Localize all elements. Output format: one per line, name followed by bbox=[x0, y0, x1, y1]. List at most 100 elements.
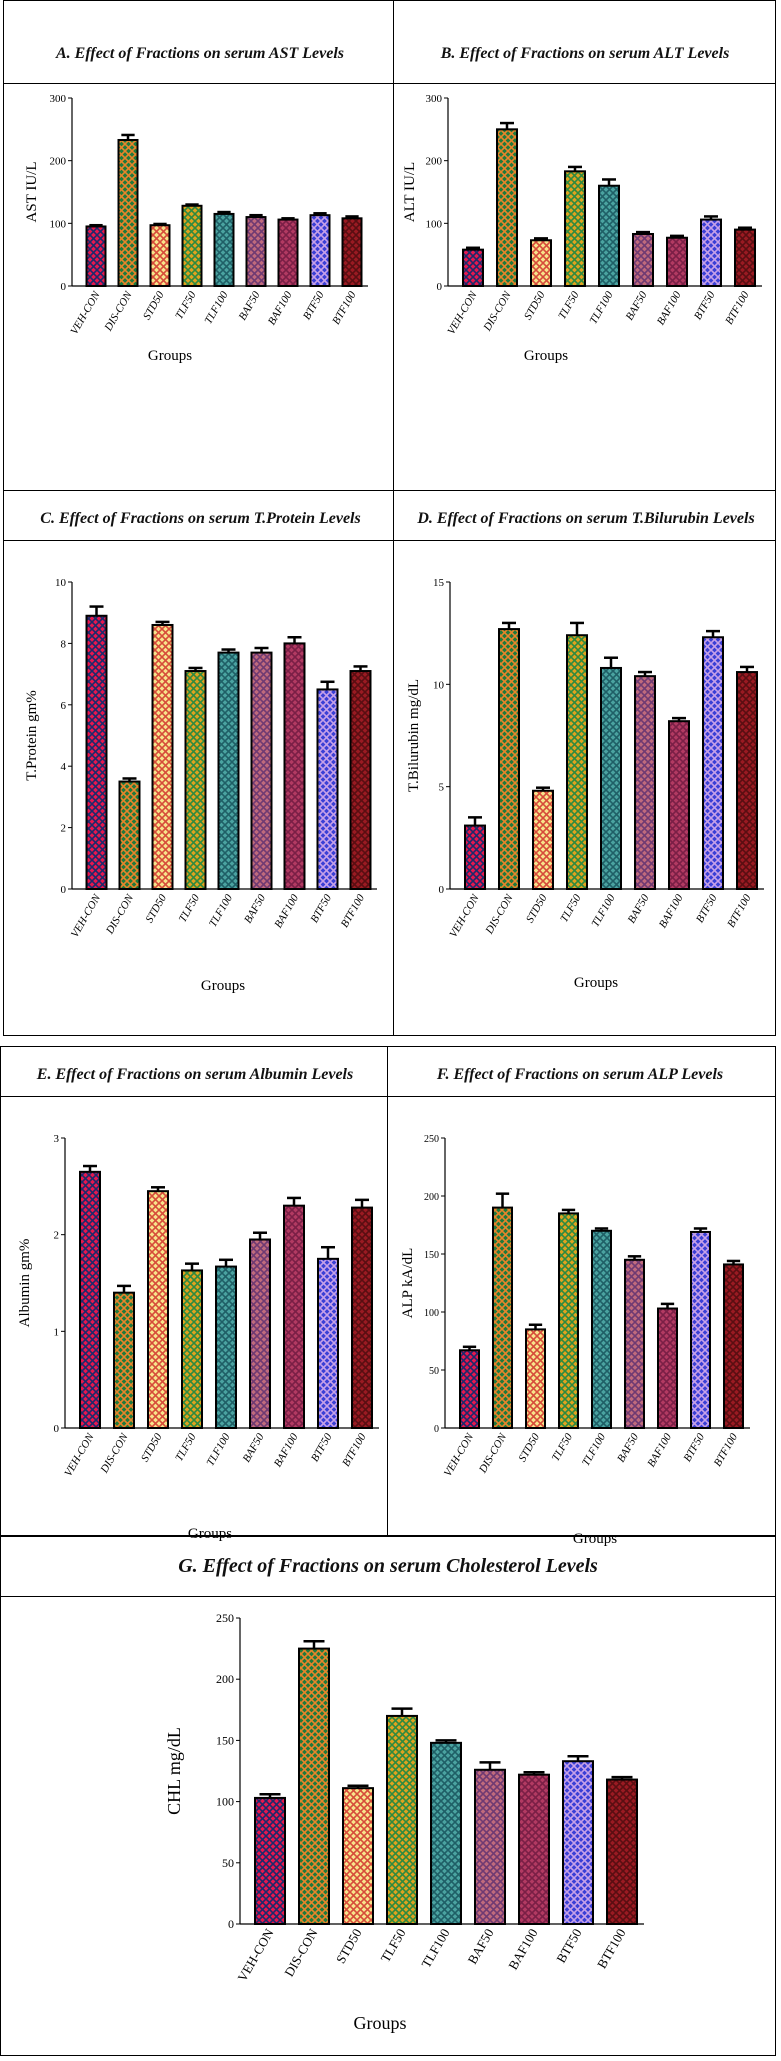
x-tick-label: BTF100 bbox=[712, 1431, 741, 1469]
x-tick-label: BTF50 bbox=[308, 892, 334, 925]
y-tick-label: 200 bbox=[426, 156, 443, 168]
bar-baf50 bbox=[624, 1258, 645, 1429]
bar-dis-con bbox=[117, 138, 139, 288]
x-tick-label: VEH-CON bbox=[234, 1925, 277, 1984]
y-axis-label: ALT IU/L bbox=[402, 162, 418, 222]
bar-std50 bbox=[147, 1190, 169, 1429]
bar-baf100 bbox=[277, 218, 299, 287]
bar-veh-con bbox=[79, 1170, 101, 1429]
x-tick-label: VEH-CON bbox=[447, 892, 482, 940]
chart-title-e: E. Effect of Fractions on serum Albumin … bbox=[36, 1066, 354, 1083]
y-tick-label: 10 bbox=[433, 679, 445, 691]
x-tick-label: VEH-CON bbox=[69, 892, 104, 940]
y-axis-label: Albumin gm% bbox=[17, 1239, 33, 1328]
title-divider-g bbox=[0, 1596, 776, 1597]
bar-baf100 bbox=[668, 720, 690, 890]
x-tick-label: VEH-CON bbox=[442, 1431, 477, 1479]
bar-veh-con bbox=[254, 1796, 286, 1925]
alt-bar-chart: 0 100 200 300 VEH-CON DIS-CON STD50 TLF50 TLF100… bbox=[402, 93, 762, 364]
y-axis-label: ALP kA/dL bbox=[400, 1248, 416, 1319]
bar-btf100 bbox=[736, 671, 758, 891]
total-protein-bar-chart: 0 2 4 6 8 10 VEH-CON DIS-CON STD50 TLF50 TLF100 BAF… bbox=[24, 577, 377, 994]
y-tick-label: 8 bbox=[61, 638, 67, 650]
ast-bar-chart: 0 100 200 300 VEH-CON DIS-CON STD50 TLF50 TLF100… bbox=[24, 93, 368, 364]
x-axis-label: Groups bbox=[524, 348, 568, 364]
bar-baf100 bbox=[283, 642, 306, 891]
y-axis-label: AST IU/L bbox=[24, 162, 40, 223]
bar-btf100 bbox=[349, 670, 372, 890]
x-tick-label: BTF50 bbox=[681, 1431, 707, 1464]
y-tick-label: 250 bbox=[424, 1134, 439, 1145]
bar-veh-con bbox=[85, 614, 108, 891]
x-tick-label: BAF100 bbox=[505, 1926, 540, 1972]
x-axis-label: Groups bbox=[201, 978, 245, 994]
x-tick-label: TLF50 bbox=[550, 1431, 576, 1463]
x-tick-label: VEH-CON bbox=[68, 289, 103, 337]
y-tick-label: 100 bbox=[426, 218, 443, 230]
y-tick-label: 150 bbox=[424, 1250, 439, 1261]
x-tick-label: BAF100 bbox=[266, 289, 295, 327]
bar-dis-con bbox=[498, 628, 520, 890]
y-tick-label: 250 bbox=[216, 1611, 234, 1625]
x-tick-label: STD50 bbox=[522, 289, 548, 322]
x-tick-label: DIS-CON bbox=[102, 289, 135, 334]
bar-btf100 bbox=[351, 1206, 373, 1429]
title-divider-cd bbox=[3, 540, 776, 541]
bar-tlf50 bbox=[558, 1212, 579, 1430]
bar-tlf50 bbox=[566, 634, 588, 890]
bar-btf50 bbox=[309, 214, 331, 287]
x-tick-label: BTF50 bbox=[553, 1926, 584, 1965]
y-tick-label: 0 bbox=[439, 884, 445, 896]
y-tick-label: 0 bbox=[61, 884, 67, 896]
x-tick-label: BAF50 bbox=[241, 1431, 267, 1464]
x-tick-label: BAF50 bbox=[242, 892, 268, 925]
x-tick-label: BAF50 bbox=[624, 289, 650, 322]
x-tick-label: STD50 bbox=[524, 892, 550, 925]
x-tick-label: TLF50 bbox=[173, 1431, 199, 1463]
x-tick-label: DIS-CON bbox=[481, 289, 514, 334]
y-tick-label: 2 bbox=[61, 823, 67, 835]
bar-baf100 bbox=[518, 1773, 550, 1925]
bar-dis-con bbox=[298, 1647, 330, 1925]
y-tick-label: 150 bbox=[216, 1733, 234, 1747]
x-tick-label: BAF50 bbox=[615, 1431, 641, 1464]
bar-dis-con bbox=[118, 780, 141, 890]
y-tick-label: 15 bbox=[433, 577, 445, 589]
x-tick-label: STD50 bbox=[141, 289, 167, 322]
bar-veh-con bbox=[462, 248, 484, 288]
panel-group-bottom-frame bbox=[0, 1536, 776, 2056]
bar-tlf50 bbox=[184, 670, 207, 890]
y-tick-label: 200 bbox=[50, 156, 67, 168]
x-tick-label: BAF100 bbox=[657, 892, 686, 930]
x-tick-label: BAF100 bbox=[272, 892, 301, 930]
bar-tlf100 bbox=[215, 1265, 237, 1429]
x-tick-label: TLF50 bbox=[173, 289, 199, 321]
bar-btf50 bbox=[702, 636, 724, 891]
y-tick-label: 1 bbox=[54, 1326, 60, 1338]
bar-baf50 bbox=[632, 232, 654, 287]
bar-std50 bbox=[342, 1787, 374, 1925]
chart-title-f: F. Effect of Fractions on serum ALP Leve… bbox=[436, 1066, 724, 1083]
bar-std50 bbox=[151, 623, 174, 890]
title-divider-ef bbox=[0, 1096, 776, 1097]
x-tick-label: BAF50 bbox=[626, 892, 652, 925]
bar-btf100 bbox=[723, 1263, 744, 1429]
bar-btf100 bbox=[734, 228, 756, 288]
x-tick-label: DIS-CON bbox=[483, 892, 516, 937]
bar-tlf100 bbox=[430, 1741, 462, 1925]
y-tick-label: 2 bbox=[54, 1230, 60, 1242]
y-axis-label: CHL mg/dL bbox=[164, 1727, 184, 1815]
y-tick-label: 3 bbox=[54, 1133, 60, 1145]
x-tick-label: STD50 bbox=[143, 892, 169, 925]
x-tick-label: BTF50 bbox=[301, 289, 327, 322]
y-tick-label: 50 bbox=[429, 1366, 439, 1377]
y-tick-label: 5 bbox=[439, 782, 445, 794]
bar-baf50 bbox=[634, 675, 656, 890]
x-tick-label: TLF100 bbox=[204, 1431, 232, 1468]
panel-group-top-frame bbox=[3, 0, 776, 1036]
chart-title-a: A. Effect of Fractions on serum AST Leve… bbox=[56, 45, 344, 62]
y-tick-label: 0 bbox=[434, 1424, 439, 1435]
x-tick-label: BTF50 bbox=[309, 1431, 335, 1464]
bar-tlf100 bbox=[217, 651, 240, 890]
